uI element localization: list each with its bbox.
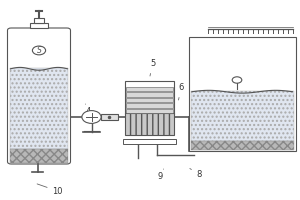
Bar: [123, 139, 176, 144]
Bar: [29, 23, 49, 28]
Bar: [126, 109, 172, 113]
Text: 8: 8: [190, 168, 202, 179]
Bar: [34, 18, 44, 23]
Bar: [191, 141, 294, 150]
Text: 4: 4: [85, 104, 91, 116]
Bar: [126, 92, 172, 97]
Text: S: S: [37, 46, 41, 55]
Bar: [126, 98, 172, 102]
Text: 5: 5: [150, 59, 155, 76]
Text: 9: 9: [158, 169, 164, 181]
Bar: [191, 91, 294, 141]
Circle shape: [232, 77, 242, 83]
Bar: [124, 113, 174, 135]
Bar: [126, 87, 172, 91]
Bar: [10, 149, 68, 163]
Bar: [189, 37, 296, 151]
Text: 6: 6: [178, 83, 184, 100]
FancyBboxPatch shape: [8, 28, 70, 164]
Bar: [124, 81, 174, 114]
Bar: [126, 103, 172, 108]
Circle shape: [82, 111, 101, 123]
Bar: [101, 114, 118, 120]
Text: 10: 10: [37, 184, 63, 196]
Bar: [10, 68, 68, 149]
